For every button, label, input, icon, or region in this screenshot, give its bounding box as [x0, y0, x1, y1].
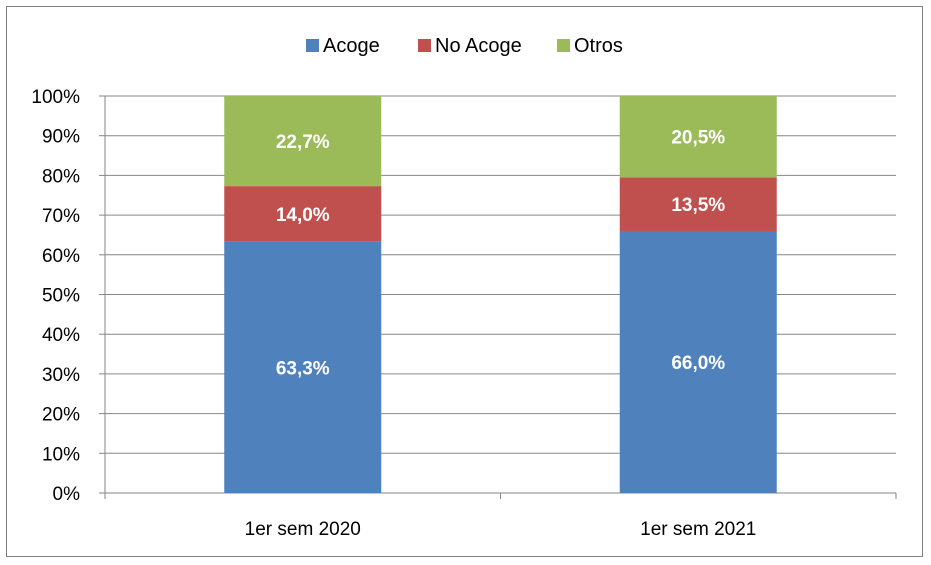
data-label: 14,0%	[276, 205, 330, 226]
bar-segment-no-acoge	[224, 186, 382, 242]
legend-swatch	[418, 39, 431, 52]
y-tick-label: 20%	[42, 405, 80, 426]
legend-label: No Acoge	[435, 35, 522, 57]
data-label: 22,7%	[276, 132, 330, 153]
data-label: 20,5%	[671, 128, 725, 149]
y-tick-label: 10%	[42, 444, 80, 465]
y-tick-label: 60%	[42, 246, 80, 267]
bar-segment-acoge	[224, 241, 382, 493]
y-tick-label: 0%	[53, 484, 81, 505]
y-tick-label: 50%	[42, 286, 80, 307]
y-tick-label: 40%	[42, 325, 80, 346]
gridlines	[105, 95, 896, 454]
legend-label: Otros	[574, 35, 623, 57]
y-tick-label: 80%	[42, 166, 80, 187]
x-tick-label: 1er sem 2021	[640, 519, 756, 540]
bar-segment-otros	[619, 96, 777, 178]
legend: Acoge No Acoge Otros	[306, 35, 623, 57]
bar-segment-acoge	[619, 230, 777, 494]
y-tick-label: 90%	[42, 127, 80, 148]
y-tick-label: 70%	[42, 206, 80, 227]
legend-swatch	[557, 39, 570, 52]
legend-label: Acoge	[323, 35, 380, 57]
bars: 63,3% 14,0% 22,7% 66,0% 13,5% 20,5%	[224, 96, 777, 494]
bar-segment-no-acoge	[619, 177, 777, 231]
x-tick-label: 1er sem 2020	[245, 519, 361, 540]
bar-segment-otros	[224, 96, 382, 187]
legend-swatch	[306, 39, 319, 52]
data-label: 66,0%	[671, 353, 725, 374]
y-tick-label: 100%	[31, 87, 80, 108]
data-label: 63,3%	[276, 358, 330, 379]
data-label: 13,5%	[671, 195, 725, 216]
y-tick-label: 30%	[42, 365, 80, 386]
